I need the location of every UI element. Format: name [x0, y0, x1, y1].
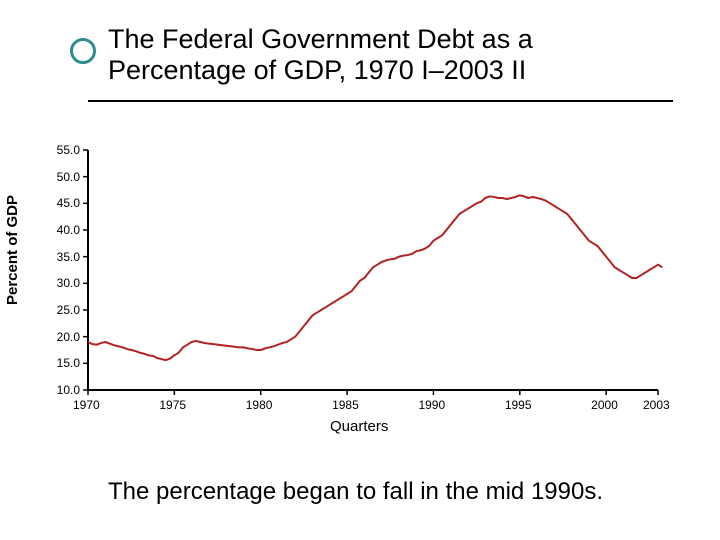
slide-caption: The percentage began to fall in the mid … — [108, 478, 688, 507]
tick-label-layer: 10.0 15.0 20.0 25.0 30.0 35.0 40.0 45.0 50.0 55.0… — [30, 140, 678, 420]
x-tick-label: 1970 — [73, 398, 100, 412]
y-axis-label: Percent of GDP — [4, 195, 21, 305]
title-bullet-ring-icon — [70, 38, 96, 64]
y-tick-label: 45.0 — [57, 196, 80, 210]
y-tick-label: 20.0 — [57, 330, 80, 344]
y-tick-label: 50.0 — [57, 170, 80, 184]
y-tick-label: 15.0 — [57, 356, 80, 370]
y-tick-label: 40.0 — [57, 223, 80, 237]
slide: The Federal Government Debt as a Percent… — [0, 0, 720, 540]
y-tick-label: 35.0 — [57, 250, 80, 264]
y-tick-label: 10.0 — [57, 383, 80, 397]
x-tick-label: 2003 — [643, 398, 670, 412]
x-tick-label: 2000 — [591, 398, 618, 412]
chart-area: 10.0 15.0 20.0 25.0 30.0 35.0 40.0 45.0 50.0 55.0… — [30, 140, 678, 425]
title-underline — [88, 100, 673, 102]
y-tick-label: 55.0 — [57, 143, 80, 157]
slide-title: The Federal Government Debt as a Percent… — [108, 24, 668, 86]
y-tick-label: 25.0 — [57, 303, 80, 317]
y-tick-label: 30.0 — [57, 276, 80, 290]
x-tick-label: 1995 — [505, 398, 532, 412]
x-axis-label: Quarters — [330, 418, 388, 435]
x-tick-label: 1975 — [159, 398, 186, 412]
x-tick-label: 1990 — [418, 398, 445, 412]
x-tick-label: 1980 — [246, 398, 273, 412]
x-tick-label: 1985 — [332, 398, 359, 412]
